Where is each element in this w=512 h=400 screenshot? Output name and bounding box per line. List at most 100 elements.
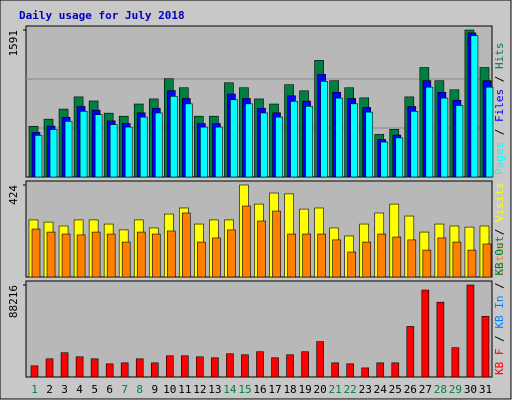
bar [316,341,324,378]
bar [455,105,464,178]
x-tick-label: 15 [238,383,251,396]
bar [151,233,161,278]
bar [286,354,294,378]
bar [377,233,387,278]
legend-separator: / [493,122,506,142]
legend-separator: / [493,69,506,89]
bar [406,326,415,378]
bar [332,239,341,278]
bar [376,362,385,378]
bar [196,356,204,378]
x-tick-label: 10 [163,383,176,396]
y-tick-label: 1591 [7,30,20,57]
bar [30,365,39,378]
bar [440,97,449,178]
x-tick-label: 27 [419,383,432,396]
bar [226,353,234,378]
bar [212,237,221,278]
bar [91,231,101,278]
bar [470,35,479,178]
bar [200,126,208,178]
bar [272,210,281,278]
bar [421,289,430,378]
bar [290,101,298,178]
y-tick-label: 88216 [7,285,20,318]
bar [362,241,372,278]
legend-entry: KB In [493,296,506,329]
bar [347,251,356,278]
bar [245,103,253,178]
legend-separator: / [493,329,506,349]
bar [407,239,417,278]
bar [109,124,118,178]
bar [302,233,311,278]
bar [481,316,490,378]
x-tick-label: 26 [404,383,417,396]
bar [425,86,434,178]
bar [124,126,133,178]
x-tick-label: 1 [31,383,38,396]
bar [305,106,313,178]
bar [185,103,193,178]
bar [34,135,43,178]
x-tick-label: 17 [268,383,281,396]
x-tick-label: 21 [329,383,342,396]
x-tick-label: 12 [193,383,206,396]
bar [242,205,251,278]
legend-entry: Pages [493,142,506,175]
bar [335,97,343,178]
bar [271,357,279,378]
bar [182,212,191,278]
legend-entry: Files [493,89,506,122]
x-tick-label: 16 [253,383,266,396]
bar [437,237,447,278]
x-tick-label: 13 [208,383,221,396]
bar [106,233,116,278]
bar [466,284,475,378]
bar [451,347,460,378]
bar [90,358,99,378]
bar [365,111,374,178]
x-tick-label: 29 [449,383,462,396]
x-tick-label: 18 [283,383,296,396]
bar [75,356,84,378]
x-tick-label: 2 [46,383,53,396]
bar [60,352,69,378]
bar [150,362,159,378]
bar [165,355,174,378]
bar [215,126,223,178]
legend-entry: KB F [493,349,506,376]
bar [169,96,178,178]
bar [76,234,86,278]
bar [452,241,462,278]
x-tick-label: 11 [178,383,191,396]
bar [436,301,445,378]
x-tick-label: 30 [464,383,477,396]
bar [45,358,54,378]
x-tick-label: 5 [91,383,98,396]
bar [181,355,189,378]
bar [287,233,296,278]
legend-entry: Visits [493,182,506,222]
bar [227,229,236,278]
bar [105,363,114,378]
bar [392,236,402,278]
bar [211,357,219,378]
legend-separator: / [493,222,506,242]
y-tick-label: 424 [7,185,20,205]
legend: KB F / KB In / KB Out [493,236,506,375]
bar [49,129,58,178]
bar [64,120,73,178]
bar [121,241,131,278]
x-tick-label: 24 [374,383,388,396]
legend-entry: KB Out [493,236,506,276]
bar [197,241,206,278]
chart-title: Daily usage for July 2018 [19,9,185,22]
bar [166,230,176,278]
bar [79,111,88,178]
bar [320,81,328,178]
bar [120,362,129,378]
bar [422,249,432,278]
bar [275,116,283,178]
legend-separator: / [493,276,506,296]
